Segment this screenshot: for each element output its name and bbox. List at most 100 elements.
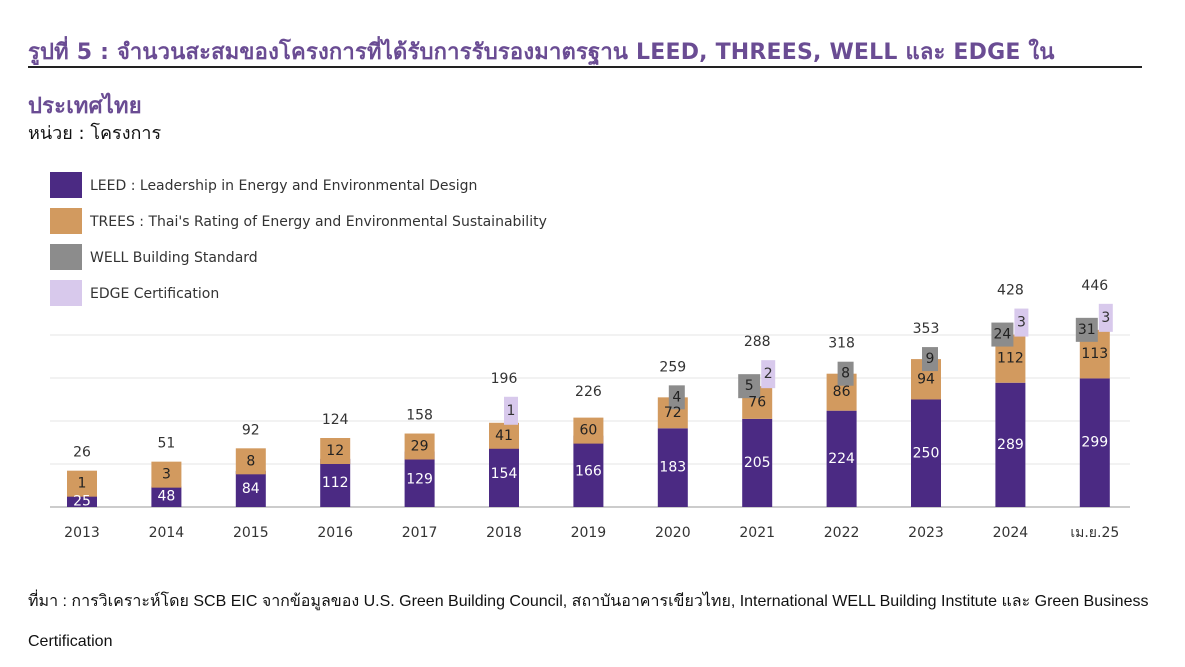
label-trees: 12 [326,443,344,459]
bar-edge [504,396,518,425]
label-trees: 76 [748,395,766,411]
bar-leed [573,435,604,507]
legend-label-trees: TREES : Thai's Rating of Energy and Envi… [89,214,547,230]
bar-leed [320,458,351,507]
label-well: 4 [672,389,681,405]
label-leed: 183 [659,460,686,476]
label-total: 353 [913,321,940,337]
label-total: 51 [157,436,175,452]
bar-leed [404,451,435,507]
bar-trees [404,433,435,460]
label-leed: 25 [73,494,91,510]
label-trees: 8 [246,453,255,469]
x-tick-label: 2015 [233,525,269,541]
legend-label-well: WELL Building Standard [90,250,258,266]
label-total: 158 [406,408,433,424]
bar-well [668,385,685,410]
label-leed: 299 [1081,435,1108,451]
source-note: ที่มา : การวิเคราะห์โดย SCB EIC จากข้อมู… [28,593,1149,650]
x-tick-label: 2019 [571,525,607,541]
legend-swatch-edge [50,280,82,306]
bar-leed [911,399,941,507]
label-edge: 2 [764,366,773,382]
label-total: 446 [1081,278,1108,294]
label-total: 428 [997,283,1024,299]
x-tick-label: 2013 [64,525,100,541]
bar-trees [235,448,266,475]
legend-label-edge: EDGE Certification [90,286,219,302]
bar-leed [1079,378,1110,507]
x-tick-label: เม.ย.25 [1070,525,1119,541]
label-trees: 86 [833,384,851,400]
label-total: 318 [828,336,855,352]
unit-label: หน่วย : โครงการ [28,123,162,144]
bar-leed [489,440,519,507]
label-trees: 29 [411,439,429,455]
label-trees: 113 [1081,346,1108,362]
label-well: 5 [745,378,754,394]
label-leed: 166 [575,463,602,479]
bar-trees [67,470,97,497]
label-trees: 112 [997,351,1024,367]
bar-edge [1014,308,1029,337]
label-leed: 205 [744,455,771,471]
bar-edge [1098,303,1113,332]
bar-well [738,374,761,399]
legend-label-leed: LEED : Leadership in Energy and Environm… [90,178,477,194]
bar-well [991,322,1014,347]
label-leed: 250 [913,445,940,461]
legend-swatch-trees [50,208,82,234]
x-tick-label: 2020 [655,525,691,541]
bar-trees [320,438,351,464]
bar-leed [826,410,857,507]
label-leed: 224 [828,451,855,467]
bar-well [1075,317,1098,342]
label-leed: 289 [997,437,1024,453]
label-total: 92 [242,422,260,438]
legend-swatch-leed [50,172,82,198]
label-total: 259 [659,359,686,375]
x-tick-label: 2018 [486,525,522,541]
label-leed: 84 [242,481,260,497]
label-trees: 72 [664,405,682,421]
x-tick-label: 2022 [824,525,860,541]
label-total: 124 [322,412,349,428]
label-total: 288 [744,334,771,350]
x-tick-label: 2021 [739,525,775,541]
label-leed: 112 [322,475,349,491]
bar-leed [235,470,266,507]
label-trees: 94 [917,371,935,387]
x-tick-label: 2016 [317,525,353,541]
bar-trees [489,422,519,449]
label-total: 226 [575,384,602,400]
label-edge: 1 [507,403,516,419]
label-trees: 3 [162,467,171,483]
bar-leed [67,496,97,507]
chart-title: รูปที่ 5 : จำนวนสะสมของโครงการที่ได้รับก… [28,40,1055,119]
label-well: 9 [926,351,935,367]
x-tick-label: 2014 [149,525,185,541]
x-tick-label: 2017 [402,525,438,541]
stacked-bar-chart: LEED : Leadership in Energy and Environm… [50,172,1130,541]
label-trees: 41 [495,428,513,444]
label-edge: 3 [1101,310,1110,326]
legend-swatch-well [50,244,82,270]
bar-well [837,361,854,386]
label-trees: 1 [78,476,87,492]
x-tick-label: 2023 [908,525,944,541]
bar-well [922,347,938,372]
x-tick-label: 2024 [993,525,1029,541]
bar-leed [657,428,688,507]
label-leed: 129 [406,471,433,487]
label-edge: 3 [1017,315,1026,331]
title-underline [28,66,1142,68]
bar-edge [761,360,776,389]
label-leed: 48 [157,489,175,505]
label-well: 31 [1078,322,1096,338]
bar-leed [151,486,182,507]
bar-trees [151,461,182,488]
label-well: 8 [841,366,850,382]
label-total: 196 [491,371,518,387]
label-well: 24 [993,327,1011,343]
bar-leed [742,418,773,507]
